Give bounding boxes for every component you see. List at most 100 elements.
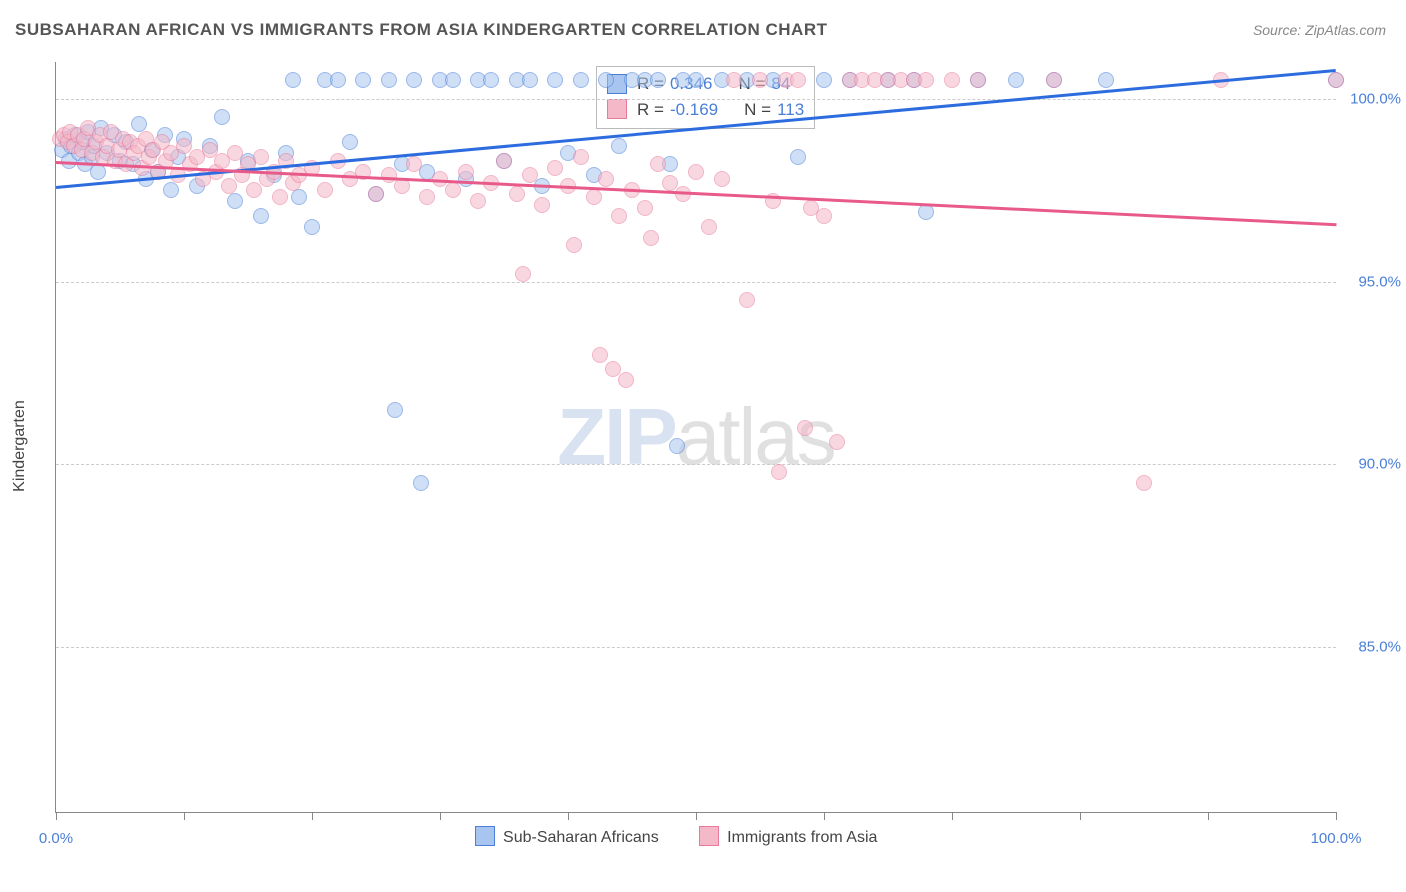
x-tick-label: 100.0% xyxy=(1311,830,1362,847)
data-point-asia xyxy=(739,292,755,308)
legend-n-label: N = xyxy=(744,97,771,123)
legend-r-label: R = xyxy=(637,97,664,123)
data-point-subsaharan xyxy=(918,204,934,220)
data-point-asia xyxy=(586,189,602,205)
data-point-asia xyxy=(547,160,563,176)
data-point-subsaharan xyxy=(611,138,627,154)
data-point-subsaharan xyxy=(253,208,269,224)
x-tick xyxy=(440,812,441,820)
data-point-subsaharan xyxy=(445,72,461,88)
data-point-asia xyxy=(1328,72,1344,88)
data-point-subsaharan xyxy=(285,72,301,88)
data-point-asia xyxy=(406,156,422,172)
data-point-asia xyxy=(272,189,288,205)
data-point-asia xyxy=(944,72,960,88)
data-point-subsaharan xyxy=(669,438,685,454)
data-point-asia xyxy=(515,266,531,282)
data-point-asia xyxy=(592,347,608,363)
y-tick-label: 95.0% xyxy=(1341,273,1401,290)
data-point-subsaharan xyxy=(688,72,704,88)
x-tick xyxy=(56,812,57,820)
source-label: Source: ZipAtlas.com xyxy=(1253,22,1386,38)
data-point-asia xyxy=(752,72,768,88)
legend-label-subsaharan: Sub-Saharan Africans xyxy=(499,829,659,846)
data-point-asia xyxy=(246,182,262,198)
data-point-subsaharan xyxy=(406,72,422,88)
chart-title: SUBSAHARAN AFRICAN VS IMMIGRANTS FROM AS… xyxy=(15,20,828,40)
data-point-asia xyxy=(797,420,813,436)
data-point-asia xyxy=(598,171,614,187)
legend-swatch-asia xyxy=(699,826,719,846)
data-point-asia xyxy=(618,372,634,388)
data-point-asia xyxy=(317,182,333,198)
data-point-asia xyxy=(611,208,627,224)
gridline-h xyxy=(56,99,1336,100)
data-point-asia xyxy=(701,219,717,235)
data-point-asia xyxy=(829,434,845,450)
data-point-asia xyxy=(496,153,512,169)
data-point-asia xyxy=(637,200,653,216)
gridline-h xyxy=(56,464,1336,465)
watermark-bold: ZIP xyxy=(557,392,675,481)
series-legend: Sub-Saharan Africans Immigrants from Asi… xyxy=(56,826,1336,847)
data-point-subsaharan xyxy=(650,72,666,88)
data-point-asia xyxy=(816,208,832,224)
x-tick xyxy=(952,812,953,820)
data-point-asia xyxy=(534,197,550,213)
data-point-subsaharan xyxy=(413,475,429,491)
data-point-asia xyxy=(650,156,666,172)
data-point-subsaharan xyxy=(1008,72,1024,88)
gridline-h xyxy=(56,282,1336,283)
data-point-subsaharan xyxy=(790,149,806,165)
data-point-subsaharan xyxy=(573,72,589,88)
y-tick-label: 85.0% xyxy=(1341,639,1401,656)
data-point-asia xyxy=(566,237,582,253)
gridline-h xyxy=(56,647,1336,648)
data-point-asia xyxy=(368,186,384,202)
legend-swatch-asia xyxy=(607,99,627,119)
data-point-asia xyxy=(970,72,986,88)
y-tick-label: 100.0% xyxy=(1341,90,1401,107)
scatter-plot: ZIPatlas R = 0.346N = 84R = -0.169N = 11… xyxy=(55,62,1336,813)
legend-label-asia: Immigrants from Asia xyxy=(723,829,878,846)
data-point-subsaharan xyxy=(381,72,397,88)
x-tick xyxy=(824,812,825,820)
x-tick xyxy=(312,812,313,820)
data-point-asia xyxy=(726,72,742,88)
x-tick xyxy=(1336,812,1337,820)
data-point-subsaharan xyxy=(598,72,614,88)
data-point-subsaharan xyxy=(131,116,147,132)
data-point-subsaharan xyxy=(342,134,358,150)
data-point-asia xyxy=(643,230,659,246)
data-point-subsaharan xyxy=(163,182,179,198)
x-tick xyxy=(1080,812,1081,820)
data-point-subsaharan xyxy=(355,72,371,88)
data-point-asia xyxy=(1046,72,1062,88)
data-point-asia xyxy=(714,171,730,187)
data-point-asia xyxy=(918,72,934,88)
data-point-subsaharan xyxy=(387,402,403,418)
watermark: ZIPatlas xyxy=(557,391,834,483)
data-point-asia xyxy=(688,164,704,180)
x-tick xyxy=(184,812,185,820)
data-point-asia xyxy=(573,149,589,165)
data-point-subsaharan xyxy=(1098,72,1114,88)
data-point-asia xyxy=(771,464,787,480)
y-tick-label: 90.0% xyxy=(1341,456,1401,473)
x-tick xyxy=(1208,812,1209,820)
data-point-asia xyxy=(790,72,806,88)
data-point-subsaharan xyxy=(304,219,320,235)
x-tick xyxy=(696,812,697,820)
legend-swatch-subsaharan xyxy=(475,826,495,846)
data-point-subsaharan xyxy=(227,193,243,209)
x-tick-label: 0.0% xyxy=(39,830,73,847)
data-point-asia xyxy=(509,186,525,202)
data-point-asia xyxy=(522,167,538,183)
data-point-asia xyxy=(470,193,486,209)
x-tick xyxy=(568,812,569,820)
y-axis-title: Kindergarten xyxy=(11,400,29,492)
data-point-subsaharan xyxy=(547,72,563,88)
watermark-thin: atlas xyxy=(676,392,835,481)
data-point-subsaharan xyxy=(291,189,307,205)
data-point-subsaharan xyxy=(483,72,499,88)
